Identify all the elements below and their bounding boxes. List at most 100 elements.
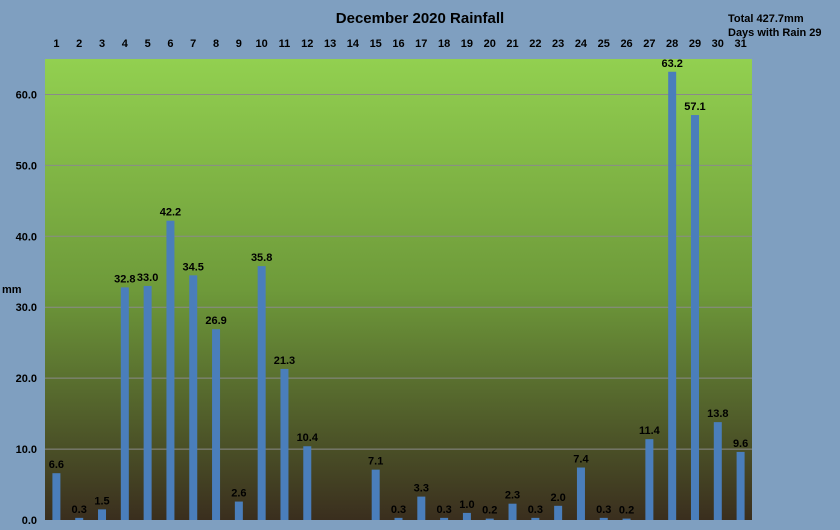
bar-day-11: [280, 368, 289, 520]
bar-day-12: [303, 446, 312, 520]
data-label-day-25: 0.3: [596, 504, 611, 516]
x-tick-label-2: 2: [76, 38, 82, 50]
data-label-day-7: 34.5: [183, 261, 204, 273]
x-tick-label-1: 1: [53, 38, 59, 50]
data-label-day-20: 0.2: [482, 505, 497, 517]
data-label-day-30: 13.8: [707, 408, 728, 420]
bar-day-25: [599, 517, 608, 520]
bar-day-28: [668, 71, 677, 521]
data-labels: 6.6 0.3 1.5 32.8 33.0 42.2 34.5 26.9 2.6 35.8 21.3…: [49, 58, 748, 517]
bar-day-21: [508, 503, 517, 520]
data-label-day-27: 11.4: [639, 425, 661, 437]
bar-day-30: [713, 422, 722, 520]
bar-day-20: [485, 518, 494, 520]
bar-day-1: [52, 473, 61, 520]
x-tick-label-17: 17: [415, 38, 427, 50]
gridlines: [45, 93, 752, 450]
y-tick-label-30.0: 30.0: [16, 302, 37, 314]
bar-day-17: [417, 496, 426, 520]
x-tick-label-11: 11: [279, 38, 291, 50]
data-label-day-9: 2.6: [231, 488, 246, 500]
bar-day-3: [98, 509, 107, 520]
y-tick-labels: 0.0 10.0 20.0 30.0 40.0 50.0 60.0: [16, 89, 37, 527]
bar-day-19: [462, 512, 471, 520]
x-tick-label-20: 20: [484, 38, 496, 50]
data-label-day-16: 0.3: [391, 504, 406, 516]
data-label-day-3: 1.5: [94, 495, 109, 507]
bar-day-24: [576, 467, 585, 520]
bar-day-7: [189, 275, 198, 520]
data-label-day-19: 1.0: [459, 499, 474, 511]
x-tick-label-3: 3: [99, 38, 105, 50]
data-label-day-12: 10.4: [297, 432, 319, 444]
bar-day-15: [371, 469, 380, 520]
data-label-day-23: 2.0: [550, 492, 565, 504]
x-tick-label-12: 12: [301, 38, 313, 50]
bar-day-5: [143, 285, 152, 520]
x-tick-label-18: 18: [438, 38, 450, 50]
data-label-day-5: 33.0: [137, 272, 158, 284]
total-rainfall: Total 427.7mm: [728, 13, 804, 25]
data-label-day-17: 3.3: [414, 483, 429, 495]
data-label-day-11: 21.3: [274, 355, 295, 367]
x-tick-label-29: 29: [689, 38, 701, 50]
data-label-day-10: 35.8: [251, 252, 272, 264]
y-tick-label-10.0: 10.0: [16, 444, 37, 456]
bar-day-26: [622, 518, 631, 520]
y-tick-label-60.0: 60.0: [16, 89, 37, 101]
days-with-rain: Days with Rain 29: [728, 27, 822, 39]
x-tick-label-7: 7: [190, 38, 196, 50]
bar-day-8: [212, 329, 221, 520]
bar-day-10: [257, 266, 266, 520]
data-label-day-31: 9.6: [733, 438, 748, 450]
data-label-day-15: 7.1: [368, 456, 383, 468]
bar-day-6: [166, 220, 175, 520]
x-tick-label-4: 4: [122, 38, 129, 50]
bar-day-2: [75, 517, 84, 520]
data-label-day-2: 0.3: [72, 504, 87, 516]
x-tick-label-22: 22: [529, 38, 541, 50]
x-tick-label-6: 6: [167, 38, 173, 50]
x-tick-label-5: 5: [145, 38, 151, 50]
data-label-day-8: 26.9: [205, 315, 226, 327]
y-tick-label-0.0: 0.0: [22, 515, 37, 527]
x-tick-label-15: 15: [370, 38, 382, 50]
y-tick-label-50.0: 50.0: [16, 160, 37, 172]
x-tick-label-26: 26: [620, 38, 632, 50]
x-tick-label-28: 28: [666, 38, 678, 50]
plot-area: [45, 59, 752, 520]
x-tick-label-27: 27: [643, 38, 655, 50]
bar-day-29: [690, 115, 699, 520]
x-tick-label-24: 24: [575, 38, 588, 50]
x-tick-label-16: 16: [392, 38, 404, 50]
x-tick-label-23: 23: [552, 38, 564, 50]
bar-day-31: [736, 451, 745, 520]
bar-day-27: [645, 439, 654, 520]
data-label-day-29: 57.1: [684, 101, 705, 113]
data-label-day-1: 6.6: [49, 459, 64, 471]
data-label-day-18: 0.3: [436, 504, 451, 516]
bars: [52, 71, 745, 521]
x-tick-label-8: 8: [213, 38, 219, 50]
x-tick-labels: 1 2 3 4 5 6 7 8 9 10 11 12 13 14 15 16 17 18 19 20 21 22 23 24 2…: [53, 38, 746, 50]
y-tick-label-20.0: 20.0: [16, 373, 37, 385]
y-axis-label: mm: [2, 284, 22, 296]
x-tick-label-19: 19: [461, 38, 473, 50]
x-tick-label-31: 31: [734, 38, 746, 50]
data-label-day-28: 63.2: [661, 58, 682, 70]
bar-day-9: [234, 501, 243, 520]
data-label-day-4: 32.8: [114, 273, 135, 285]
x-tick-label-21: 21: [506, 38, 518, 50]
data-label-day-6: 42.2: [160, 207, 181, 219]
bar-day-23: [554, 505, 563, 520]
x-tick-label-14: 14: [347, 38, 360, 50]
x-tick-label-10: 10: [256, 38, 268, 50]
x-tick-label-30: 30: [712, 38, 724, 50]
data-label-day-24: 7.4: [573, 454, 589, 466]
bar-day-18: [440, 517, 449, 520]
bar-day-4: [120, 287, 129, 520]
x-tick-label-13: 13: [324, 38, 336, 50]
x-tick-label-25: 25: [598, 38, 610, 50]
data-label-day-22: 0.3: [528, 504, 543, 516]
x-tick-label-9: 9: [236, 38, 242, 50]
